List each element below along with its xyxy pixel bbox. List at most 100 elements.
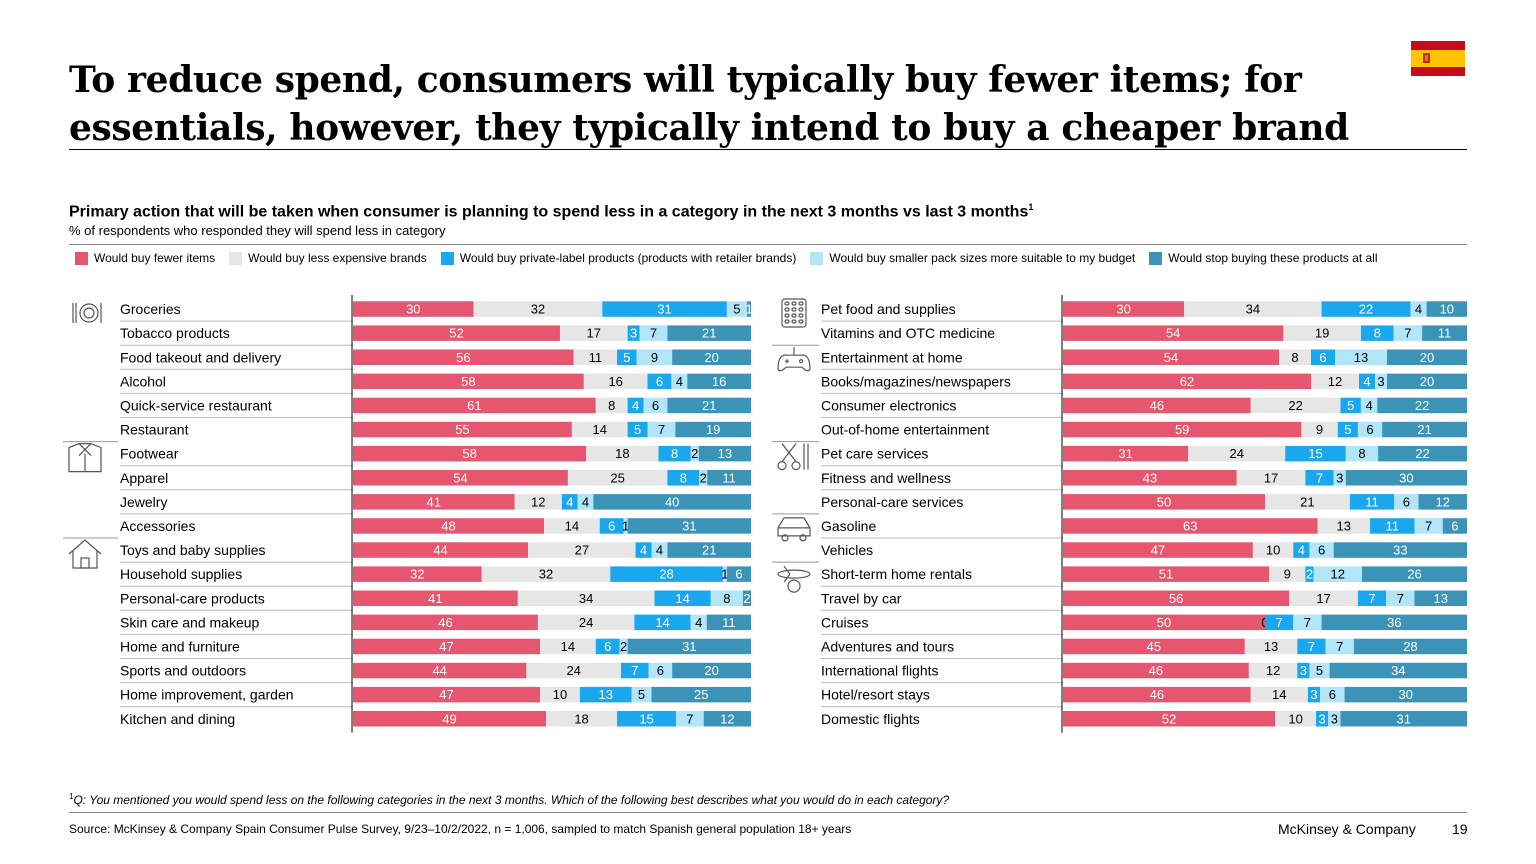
bar-segment [1063,686,1251,703]
bar-segment [647,421,676,438]
data-label: 16 [712,374,726,389]
data-label: 8 [1374,326,1381,341]
category-label: Accessories [120,518,195,534]
data-label: 58 [462,446,476,461]
data-label: 12 [1436,494,1450,509]
bar-segment [353,638,541,655]
bar-segment [746,301,751,317]
category-label: Short-term home rentals [821,566,972,582]
chart-row: Food takeout and delivery 56 11 5 9 20 [120,349,751,370]
bar-segment [726,301,747,317]
bar-segment [1316,711,1329,727]
chart-row: Tobacco products 52 17 3 7 21 [120,325,751,346]
bar-segment [742,590,751,606]
data-label: 7 [650,326,657,341]
data-label: 4 [656,543,663,558]
chart-row: Vehicles 47 10 4 6 33 [821,542,1467,558]
data-label: 59 [1175,422,1189,437]
bar-segment [1321,614,1467,631]
bar-segment [1285,445,1346,462]
data-label: 1 [721,567,728,582]
data-label: 4 [632,398,639,413]
data-label: 13 [1337,518,1351,533]
chart-row: Cruises5007736 [821,614,1467,635]
bar-segment [1063,590,1290,606]
data-label: 20 [1420,350,1434,365]
data-label: 7 [631,663,638,678]
bar-segment [1265,614,1294,631]
data-label: 14 [561,639,575,654]
data-label: 21 [702,326,716,341]
bar-segment [546,711,618,727]
category-label: Personal-care products [120,590,265,606]
bar-segment [639,325,668,341]
brand-name: McKinsey & Company [1278,821,1416,837]
data-label: 31 [1397,711,1411,726]
legend-swatch [1149,251,1163,265]
data-label: 34 [1246,302,1260,317]
bar-segment [1418,494,1467,510]
bar-segment [1335,349,1387,365]
data-label: 5 [733,302,740,317]
data-label: 9 [651,350,658,365]
chart-title-text: Primary action that will be taken when c… [69,203,1029,221]
data-label: 3 [630,326,637,341]
data-label: 13 [1264,639,1278,654]
bar-segment [540,686,580,703]
legend-item-fewer-items: Would buy fewer items [75,251,215,265]
category-label: Quick-service restaurant [120,397,272,413]
bar-segment [726,566,751,582]
data-label: 52 [449,326,463,341]
chart-row: Apparel 54 25 8 2 11 [120,470,751,491]
bar-segment [1340,397,1361,414]
page-number: 19 [1452,821,1468,837]
category-label: Pet food and supplies [821,301,956,317]
data-label: 1 [745,302,752,317]
category-label: Food takeout and delivery [120,349,281,365]
bar-segment [1333,470,1346,486]
bar-segment [1309,662,1330,679]
data-label: 6 [604,639,611,654]
data-label: 10 [1440,302,1454,317]
chart-subtitle: % of respondents who responded they will… [69,223,446,238]
bar-segment [667,397,751,414]
data-label: 10 [1288,711,1302,726]
data-label: 47 [439,687,453,702]
data-label: 14 [675,591,689,606]
data-label: 24 [579,615,593,630]
bar-segment [1293,614,1322,631]
data-label: 41 [428,591,442,606]
bar-segment [1301,421,1338,438]
data-label: 5 [1347,398,1354,413]
data-label: 6 [1403,494,1410,509]
data-label: 4 [640,543,647,558]
spain-flag-icon [1411,41,1465,76]
data-label: 5 [634,422,641,437]
chart-row: Home improvement, garden 47 10 13 5 25 [120,686,751,708]
legend-label: Would buy smaller pack sizes more suitab… [829,251,1136,265]
chart-title-footnote-marker: 1 [1028,202,1034,212]
bar-segment [1236,470,1306,486]
category-label: Hotel/resort stays [821,687,930,703]
category-label: Personal-care services [821,494,963,510]
chart-row: Vitamins and OTC medicine 54 19 8 7 11 [821,325,1467,341]
bar-segment [540,638,596,655]
chart-title: Primary action that will be taken when c… [69,202,1033,221]
data-label: 3 [1336,470,1343,485]
data-label: 12 [1330,567,1344,582]
data-label: 7 [686,711,693,726]
data-label: 7 [1336,639,1343,654]
chart-legend: Would buy fewer items Would buy less exp… [75,251,1392,265]
bar-segment [1328,711,1341,727]
legend-label: Would stop buying these products at all [1168,251,1378,265]
bar-segment [1359,373,1375,390]
bar-segment [1357,421,1383,438]
data-label: 49 [442,711,456,726]
bar-segment [1283,325,1361,341]
data-label: 27 [575,543,589,558]
data-label: 14 [593,422,607,437]
data-label: 15 [1308,446,1322,461]
footnote-text: Q: You mentioned you would spend less on… [73,793,950,807]
bar-segment [1188,445,1286,462]
data-label: 17 [1264,470,1278,485]
